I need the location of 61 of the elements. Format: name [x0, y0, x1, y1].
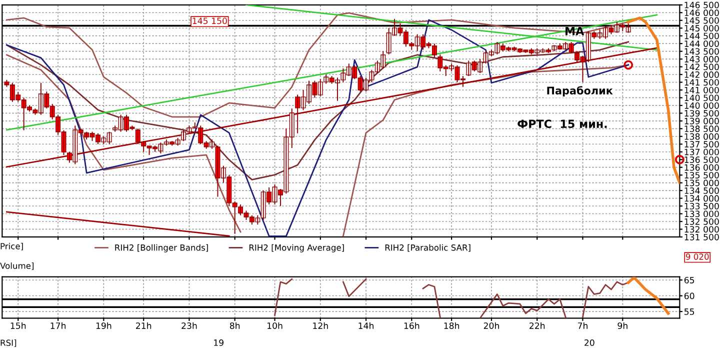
x-tick-label: 19h [96, 322, 112, 329]
y-tick-label: 146 000 [684, 10, 719, 16]
y-tick-label: 140 000 [684, 102, 719, 109]
y-tick-label: 144 000 [684, 40, 719, 47]
text: 20 [584, 339, 594, 346]
x-tick-label: 16h [404, 322, 420, 329]
y-tick-label: 136 000 [684, 164, 719, 171]
legend-label: RIH2 [Parabolic SAR] [385, 244, 470, 252]
y-tick-label: 133 000 [684, 210, 719, 218]
y-tick-label: 135 500 [684, 172, 719, 178]
x-tick-label: 17h [50, 322, 66, 329]
y-tick-label: 140 500 [684, 94, 719, 102]
annotation: Параболик [547, 86, 613, 97]
text: Volume] [0, 262, 34, 270]
text: Price] [0, 242, 23, 250]
text: 9 020 [686, 254, 709, 260]
y-tick-label: 145 000 [684, 24, 719, 32]
y-tick-label: 139 500 [684, 110, 719, 117]
y-tick-label: 65 [684, 276, 694, 284]
x-tick-label: 22h [530, 322, 545, 329]
y-tick-label: 137 500 [684, 141, 719, 148]
x-tick-label: 9h [618, 322, 628, 329]
y-tick-label: 134 500 [684, 187, 719, 194]
x-tick-label: 10h [268, 322, 282, 329]
legend-label: RIH2 [Moving Average] [249, 244, 344, 252]
y-tick-label: 138 500 [684, 126, 719, 132]
y-tick-label: 145 500 [684, 17, 719, 24]
y-tick-label: 133 500 [684, 202, 719, 210]
y-tick-label: 136 500 [684, 156, 719, 163]
y-tick-label: 146 500 [684, 2, 719, 8]
y-tick-label: 141 000 [684, 86, 719, 94]
y-tick-label: 135 000 [684, 180, 719, 186]
x-tick-label: 23h [182, 322, 197, 329]
y-tick-label: 142 500 [684, 64, 719, 70]
y-tick-label: 143 000 [684, 56, 719, 62]
y-tick-label: 132 500 [684, 218, 719, 225]
x-tick-label: 15h [10, 322, 26, 329]
x-tick-label: 20h [484, 322, 499, 329]
y-tick-label: 143 500 [684, 48, 719, 55]
x-tick-label: 7h [578, 322, 588, 329]
y-tick-label: 141 500 [684, 79, 719, 86]
text: 19 [214, 339, 224, 346]
y-tick-label: 138 000 [684, 133, 719, 140]
x-tick-label: 21h [136, 322, 152, 329]
y-tick-label: 139 000 [684, 118, 719, 124]
y-tick-label: 131 500 [684, 234, 719, 240]
x-tick-label: 18h [444, 322, 460, 329]
x-tick-label: 12h [313, 322, 328, 329]
y-tick-label: 142 000 [684, 71, 719, 78]
ref-line-label: 145 150 [192, 18, 227, 24]
legend-label: RIH2 [Bollinger Bands] [115, 244, 208, 252]
y-tick-label: 137 000 [684, 148, 719, 156]
y-tick-label: 134 000 [684, 195, 719, 202]
x-tick-label: 14h [358, 322, 374, 329]
y-tick-label: 60 [684, 292, 694, 300]
x-tick-label: 8h [230, 322, 240, 329]
y-tick-label: 144 500 [684, 32, 719, 40]
text: RSI] [0, 339, 16, 347]
annotation: ФРТС 15 мин. [518, 120, 607, 128]
y-tick-label: 55 [684, 308, 694, 315]
y-tick-label: 132 000 [684, 226, 719, 233]
